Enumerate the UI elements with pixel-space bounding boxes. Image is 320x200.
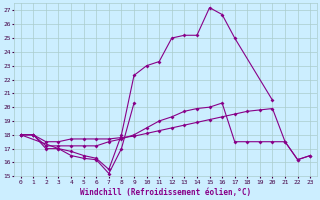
- X-axis label: Windchill (Refroidissement éolien,°C): Windchill (Refroidissement éolien,°C): [80, 188, 251, 197]
